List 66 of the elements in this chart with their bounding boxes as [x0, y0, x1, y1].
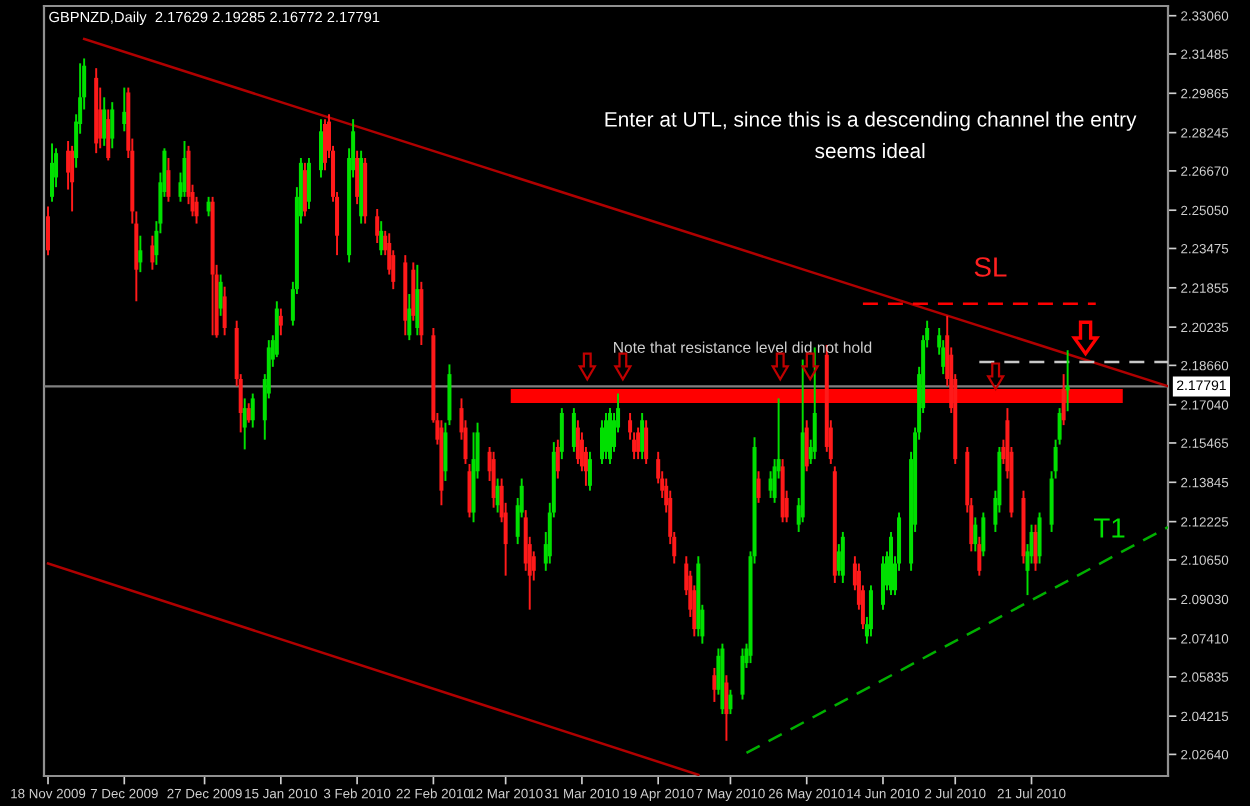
candlestick: [302, 161, 307, 218]
candlestick: [274, 300, 279, 359]
candlestick: [110, 101, 115, 150]
candlestick: [977, 535, 982, 577]
candlestick: [322, 118, 328, 172]
candlestick: [756, 470, 761, 504]
candlestick: [571, 407, 576, 453]
candlestick: [555, 438, 560, 480]
annotation: Enter at UTL, since this is a descending channel the entry seems ideal: [605, 111, 1137, 159]
candlestick: [150, 234, 155, 271]
candlestick: [587, 450, 592, 492]
candlestick: [599, 419, 604, 465]
annotation: T1: [1093, 518, 1125, 538]
candlestick: [70, 144, 75, 213]
candlestick: [419, 280, 424, 346]
candlestick: [379, 220, 384, 257]
candlestick: [1037, 511, 1042, 565]
candlestick: [636, 426, 641, 461]
candlestick: [122, 86, 127, 133]
candlestick: [712, 666, 717, 703]
candlestick: [415, 263, 420, 337]
candlestick: [640, 412, 645, 461]
candlestick: [644, 419, 649, 465]
candlestick: [218, 273, 223, 317]
candlestick: [728, 688, 733, 716]
candlestick: [608, 407, 613, 465]
candlestick: [973, 516, 978, 553]
candlestick: [559, 407, 564, 461]
candlestick: [106, 108, 111, 162]
candlestick: [495, 477, 500, 514]
annotation: SL: [974, 257, 1007, 277]
candlestick: [724, 674, 729, 742]
candlestick: [166, 157, 171, 203]
candlestick: [222, 285, 227, 337]
candlestick: [407, 293, 412, 342]
candlestick: [1061, 373, 1066, 427]
candlestick: [840, 530, 845, 584]
candlestick: [138, 234, 143, 274]
candlestick: [206, 195, 211, 218]
candlestick: [278, 307, 283, 337]
candlestick: [575, 419, 580, 465]
candlestick: [812, 346, 817, 461]
candlestick: [804, 419, 809, 473]
candlestick: [603, 412, 609, 461]
candlestick: [46, 205, 51, 257]
candlestick: [836, 543, 841, 577]
candlestick: [246, 402, 251, 424]
candlestick: [250, 392, 255, 429]
candlestick: [318, 118, 323, 179]
candlestick: [1033, 523, 1038, 572]
candlestick: [242, 397, 247, 451]
candlestick: [375, 208, 380, 244]
candlestick: [768, 470, 773, 499]
candlestick: [868, 584, 873, 638]
candlestick: [50, 142, 55, 203]
candlestick: [467, 463, 472, 519]
candlestick: [740, 647, 745, 701]
candlestick: [491, 450, 496, 509]
candlestick: [880, 555, 885, 611]
candlestick: [981, 511, 986, 558]
candlestick: [306, 157, 311, 210]
candlestick: [102, 96, 107, 147]
candlestick: [182, 140, 187, 198]
candlestick: [1065, 349, 1070, 413]
candlestick: [411, 261, 416, 322]
candlestick: [355, 149, 360, 206]
